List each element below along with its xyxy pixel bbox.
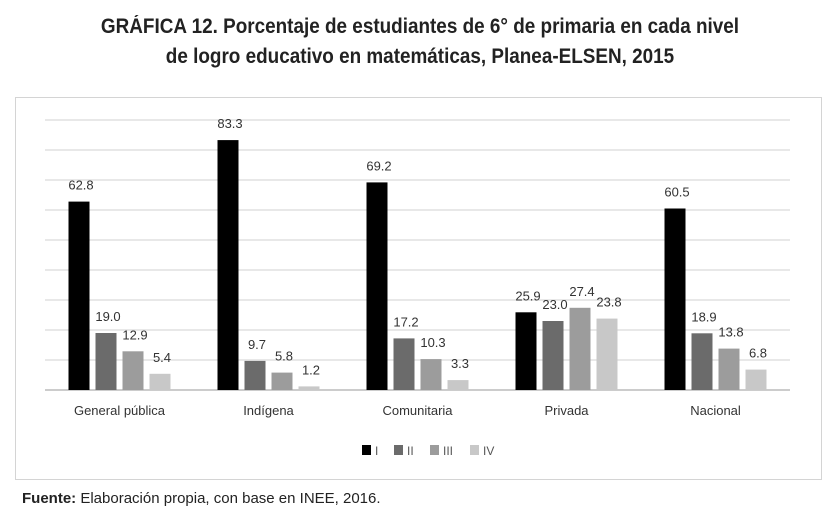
bar-III-0: [122, 351, 144, 390]
data-label: 5.4: [153, 350, 171, 365]
bar-IV-4: [745, 369, 767, 390]
category-label: Privada: [544, 403, 589, 418]
bar-IV-3: [596, 318, 618, 390]
data-label: 18.9: [691, 309, 716, 324]
bar-I-1: [217, 140, 239, 390]
bar-III-3: [569, 307, 591, 390]
category-label: Indígena: [243, 403, 294, 418]
legend-label-II: II: [407, 444, 414, 458]
source-note: Fuente: Elaboración propia, con base en …: [22, 490, 381, 507]
bar-IV-1: [298, 386, 320, 390]
legend-swatch-IV: [470, 445, 479, 455]
data-label: 19.0: [95, 309, 120, 324]
title-line-1: GRÁFICA 12. Porcentaje de estudiantes de…: [100, 15, 740, 38]
data-label: 5.8: [275, 349, 293, 364]
legend-label-IV: IV: [483, 444, 494, 458]
source-text: Elaboración propia, con base en INEE, 20…: [76, 490, 381, 507]
source-label: Fuente:: [22, 490, 77, 507]
data-label: 1.2: [302, 362, 320, 377]
data-label: 69.2: [366, 158, 391, 173]
chart-title: GRÁFICA 12. Porcentaje de estudiantes de…: [42, 12, 798, 72]
legend-swatch-II: [394, 445, 403, 455]
legend-swatch-III: [430, 445, 439, 455]
category-label: Comunitaria: [382, 403, 453, 418]
bar-II-2: [393, 338, 415, 390]
bar-I-4: [664, 208, 686, 390]
bar-III-1: [271, 372, 293, 390]
category-label: General pública: [74, 403, 166, 418]
data-label: 6.8: [749, 346, 767, 361]
data-label: 83.3: [217, 116, 242, 131]
data-label: 10.3: [420, 335, 445, 350]
title-line-2: de logro educativo en matemáticas, Plane…: [165, 45, 675, 68]
data-label: 62.8: [68, 178, 93, 193]
data-label: 3.3: [451, 356, 469, 371]
chart-frame: [15, 97, 822, 480]
bar-I-2: [366, 182, 388, 390]
data-label: 17.2: [393, 314, 418, 329]
data-label: 27.4: [569, 284, 594, 299]
bar-IV-0: [149, 373, 171, 390]
bar-II-1: [244, 360, 266, 390]
bar-I-3: [515, 312, 537, 390]
bar-IV-2: [447, 380, 469, 390]
data-label: 25.9: [515, 288, 540, 303]
bar-II-0: [95, 333, 117, 390]
data-label: 9.7: [248, 337, 266, 352]
data-label: 12.9: [122, 327, 147, 342]
category-label: Nacional: [690, 403, 741, 418]
legend-label-III: III: [443, 444, 453, 458]
data-label: 23.8: [596, 295, 621, 310]
bar-II-3: [542, 321, 564, 390]
data-label: 13.8: [718, 325, 743, 340]
legend-label-I: I: [375, 444, 378, 458]
bar-III-4: [718, 348, 740, 390]
bar-II-4: [691, 333, 713, 390]
data-label: 60.5: [664, 185, 689, 200]
bar-I-0: [68, 201, 90, 390]
legend-swatch-I: [362, 445, 371, 455]
data-label: 23.0: [542, 297, 567, 312]
bar-III-2: [420, 359, 442, 390]
